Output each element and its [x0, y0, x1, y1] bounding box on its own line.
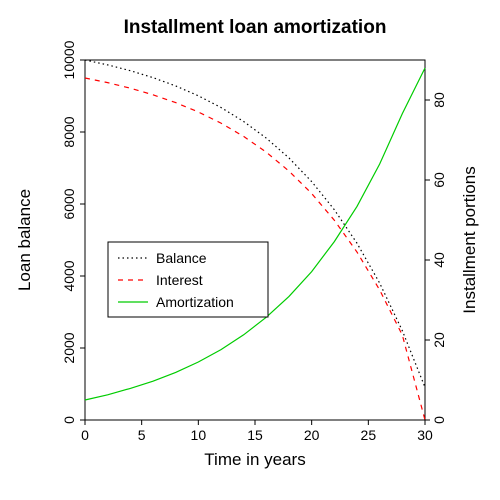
- y-right-tick-label: 80: [431, 92, 447, 108]
- y-left-tick-label: 10000: [61, 40, 77, 79]
- y-right-axis-label: Installment portions: [460, 166, 479, 313]
- x-tick-label: 10: [191, 427, 207, 443]
- x-axis-label: Time in years: [204, 450, 305, 469]
- y-left-tick-label: 6000: [61, 188, 77, 219]
- legend-label: Amortization: [156, 294, 234, 310]
- amortization-chart: 0 5 10 15 20 25 30 0 2000 4000 6000 8000 10000 0 20 40 6…: [0, 0, 500, 500]
- y-right-tick-label: 60: [431, 172, 447, 188]
- x-tick-label: 5: [138, 427, 146, 443]
- y-left-axis-label: Loan balance: [15, 189, 34, 291]
- y-right-tick-label: 40: [431, 252, 447, 268]
- y-left-tick-label: 4000: [61, 260, 77, 291]
- legend-label: Balance: [156, 250, 207, 266]
- y-left-tick-label: 8000: [61, 116, 77, 147]
- x-tick-label: 30: [417, 427, 433, 443]
- y-right-tick-label: 0: [431, 416, 447, 424]
- legend-label: Interest: [156, 272, 203, 288]
- x-tick-label: 0: [81, 427, 89, 443]
- chart-title: Installment loan amortization: [124, 17, 387, 38]
- x-tick-label: 25: [361, 427, 377, 443]
- x-tick-label: 20: [304, 427, 320, 443]
- y-right-tick-label: 20: [431, 332, 447, 348]
- y-left-tick-label: 2000: [61, 332, 77, 363]
- y-left-tick-label: 0: [61, 416, 77, 424]
- x-tick-label: 15: [247, 427, 263, 443]
